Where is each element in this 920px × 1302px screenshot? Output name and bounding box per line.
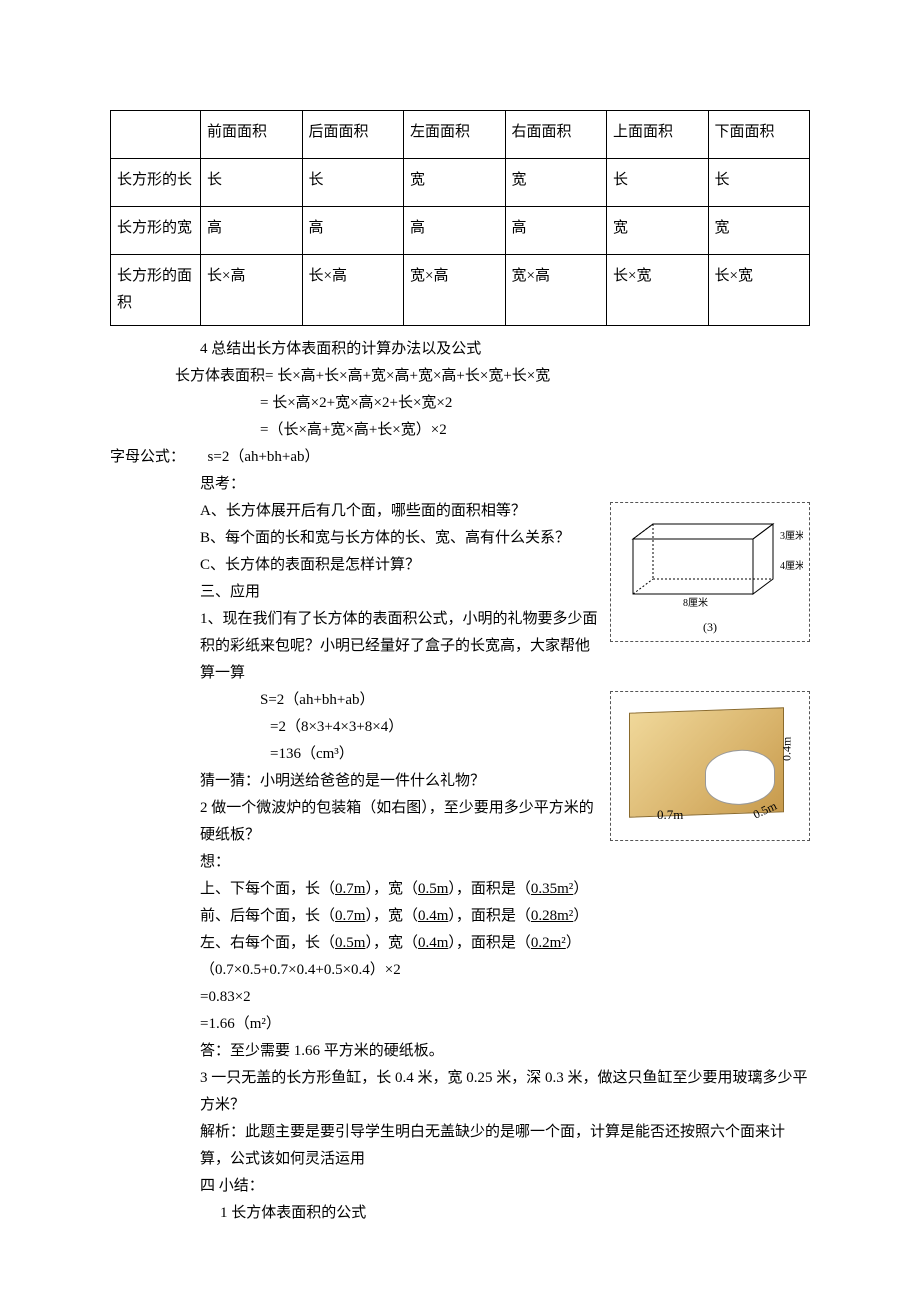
table-cell: 高 <box>505 207 607 255</box>
table-cell: 长 <box>302 159 404 207</box>
table-cell: 长 <box>607 159 709 207</box>
section4-title: 4 总结出长方体表面积的计算办法以及公式 <box>110 336 810 363</box>
table-row: 长方形的宽 高 高 高 高 宽 宽 <box>111 207 810 255</box>
app3-text: 3 一只无盖的长方形鱼缸，长 0.4 米，宽 0.25 米，深 0.3 米，做这… <box>110 1065 810 1119</box>
table-cell: 长方形的面积 <box>111 255 201 326</box>
think-label: 思考： <box>110 471 810 498</box>
line-lr: 左、右每个面，长（0.5m），宽（0.4m），面积是（0.2m²） <box>110 930 810 957</box>
table-cell: 下面面积 <box>708 111 810 159</box>
table-cell: 后面面积 <box>302 111 404 159</box>
table-cell: 上面面积 <box>607 111 709 159</box>
line-top: 上、下每个面，长（0.7m），宽（0.5m），面积是（0.35m²） <box>110 876 810 903</box>
table-cell: 宽 <box>708 207 810 255</box>
figure-box: 0.4m 0.7m 0.5m <box>610 691 810 841</box>
dim-height: 0.4m <box>776 737 798 761</box>
table-cell: 左面面积 <box>404 111 506 159</box>
table-cell: 高 <box>201 207 303 255</box>
dim-front: 0.7m <box>657 803 683 826</box>
calc2-line: （0.7×0.5+0.7×0.4+0.5×0.4）×2 <box>110 957 810 984</box>
table-cell: 长×宽 <box>708 255 810 326</box>
answer2: 答：至少需要 1.66 平方米的硬纸板。 <box>110 1038 810 1065</box>
formula-line: = 长×高×2+宽×高×2+长×宽×2 <box>110 390 810 417</box>
line-fb: 前、后每个面，长（0.7m），宽（0.4m），面积是（0.28m²） <box>110 903 810 930</box>
table-cell: 宽 <box>607 207 709 255</box>
table-cell: 宽×高 <box>505 255 607 326</box>
table-cell: 前面面积 <box>201 111 303 159</box>
table-cell: 长方形的宽 <box>111 207 201 255</box>
table-cell: 高 <box>302 207 404 255</box>
summary-1: 1 长方体表面积的公式 <box>110 1200 810 1227</box>
summary-title: 四 小结： <box>110 1173 810 1200</box>
table-cell: 右面面积 <box>505 111 607 159</box>
table-cell: 宽×高 <box>404 255 506 326</box>
figure-cuboid: 3厘米 4厘米 8厘米 (3) <box>610 502 810 642</box>
calc2-line: =0.83×2 <box>110 984 810 1011</box>
table-cell: 宽 <box>505 159 607 207</box>
dim-length: 8厘米 <box>683 596 708 609</box>
table-cell: 长 <box>201 159 303 207</box>
table-cell: 宽 <box>404 159 506 207</box>
table-cell <box>111 111 201 159</box>
analysis: 解析：此题主要是要引导学生明白无盖缺少的是哪一个面，计算是能否还按照六个面来计算… <box>110 1119 810 1173</box>
letter-formula-label: 字母公式： <box>110 449 185 465</box>
dim-width: 4厘米 <box>780 559 803 572</box>
table-cell: 长×宽 <box>607 255 709 326</box>
figure-caption: (3) <box>617 617 803 639</box>
table-header-row: 前面面积 后面面积 左面面积 右面面积 上面面积 下面面积 <box>111 111 810 159</box>
document-body: 前面面积 后面面积 左面面积 右面面积 上面面积 下面面积 长方形的长 长 长 … <box>110 110 810 1227</box>
letter-formula: 字母公式： s=2（ah+bh+ab） <box>110 444 810 471</box>
calc2-line: =1.66（m²） <box>110 1011 810 1038</box>
table-cell: 长×高 <box>302 255 404 326</box>
letter-formula-value: s=2（ah+bh+ab） <box>208 449 320 465</box>
think2: 想： <box>110 849 810 876</box>
table-cell: 长 <box>708 159 810 207</box>
formula-line: =（长×高+宽×高+长×宽）×2 <box>110 417 810 444</box>
formula-line: 长方体表面积= 长×高+长×高+宽×高+宽×高+长×宽+长×宽 <box>110 363 810 390</box>
table-row: 长方形的长 长 长 宽 宽 长 长 <box>111 159 810 207</box>
dim-height: 3厘米 <box>780 529 803 542</box>
face-area-table: 前面面积 后面面积 左面面积 右面面积 上面面积 下面面积 长方形的长 长 长 … <box>110 110 810 326</box>
table-row: 长方形的面积 长×高 长×高 宽×高 宽×高 长×宽 长×宽 <box>111 255 810 326</box>
table-cell: 长方形的长 <box>111 159 201 207</box>
table-cell: 长×高 <box>201 255 303 326</box>
table-cell: 高 <box>404 207 506 255</box>
cuboid-icon: 3厘米 4厘米 8厘米 <box>618 509 803 609</box>
